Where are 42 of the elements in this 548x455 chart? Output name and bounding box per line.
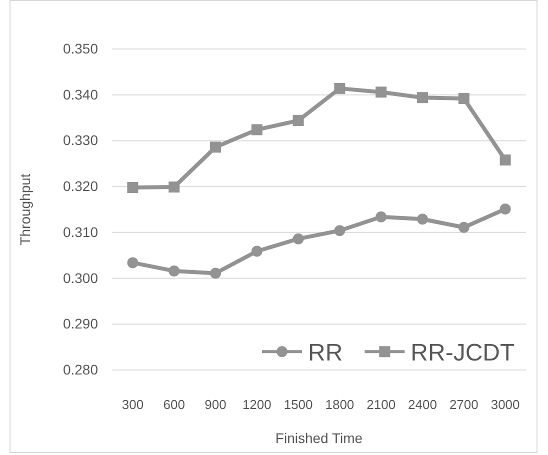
y-tick-label: 0.290 [62,316,98,332]
x-tick-label: 2100 [366,397,396,412]
y-tick-label: 0.300 [62,270,98,286]
point [127,182,138,193]
point [251,124,262,136]
x-tick-label: 1500 [284,397,313,412]
legend-label: RR-JCDT [410,339,515,366]
point [292,115,304,126]
point [376,211,387,222]
x-tick-label: 2400 [408,397,437,412]
point [417,92,428,104]
point [292,233,304,244]
y-axis-title: Throughput [17,174,33,246]
point [500,154,511,166]
x-tick-label: 300 [122,397,144,412]
x-tick-label: 1200 [242,397,272,412]
point [251,246,262,257]
point [334,225,346,236]
y-tick-label: 0.310 [62,224,98,240]
point [210,268,221,279]
point [458,222,470,233]
y-tick-label: 0.330 [62,132,98,148]
point [334,82,346,94]
x-tick-label: 1800 [325,397,354,412]
y-tick-label: 0.340 [62,86,98,102]
point [168,265,180,276]
x-tick-label: 3000 [490,397,520,412]
point [500,204,511,215]
point [376,86,387,98]
legend-label: RR [308,339,343,366]
y-tick-label: 0.350 [62,40,98,56]
y-tick-label: 0.320 [62,178,98,194]
point [458,93,470,104]
point [127,257,138,268]
x-tick-label: 600 [163,397,185,412]
y-tick-label: 0.280 [62,361,98,378]
x-tick-label: 2700 [449,397,478,412]
x-axis-title: Finished Time [275,430,363,446]
point [168,182,180,193]
point [210,142,221,153]
x-tick-label: 900 [204,397,226,412]
point [417,214,428,225]
